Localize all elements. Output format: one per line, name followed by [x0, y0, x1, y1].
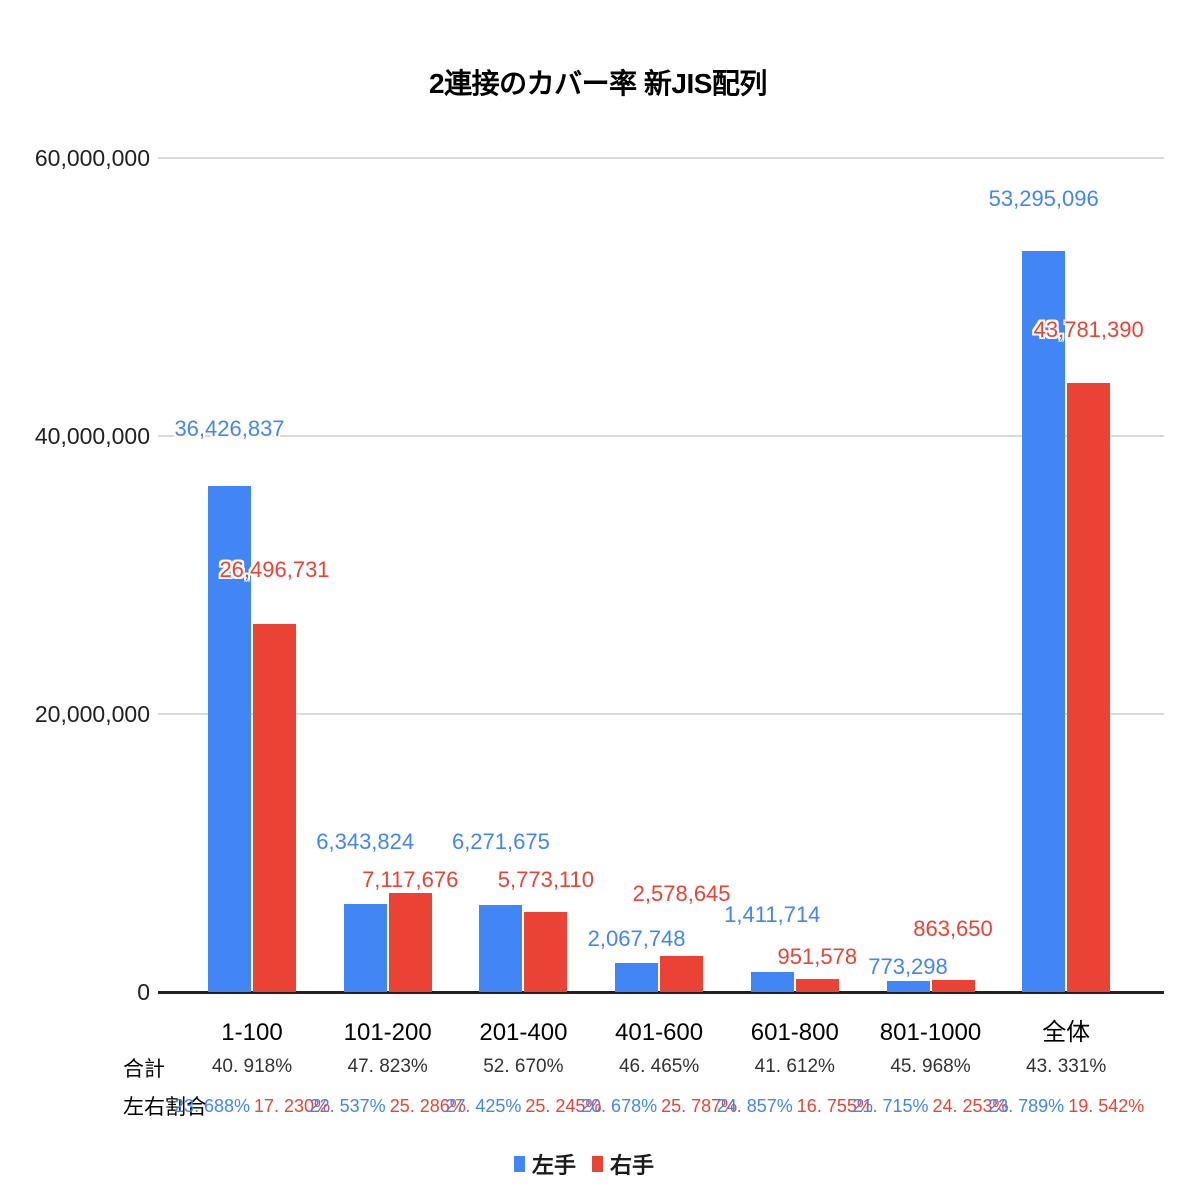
right-hand-value-label: 951,578 [777, 944, 858, 969]
category-label: 101-200 [343, 1019, 432, 1046]
y-axis-tick-label: 60,000,000 [34, 145, 150, 171]
ratio-right-value: 17. 230% [254, 1096, 331, 1116]
ratio-right-value: 19. 542% [1068, 1096, 1145, 1116]
x-axis-line [158, 991, 1164, 994]
ratio-pair: 22. 537% 25. 286% [283, 1095, 493, 1117]
total-percent-value: 52. 670% [483, 1056, 564, 1077]
gridline [158, 157, 1164, 159]
right-hand-bar [931, 980, 975, 992]
ratio-left-value: 27. 425% [445, 1096, 522, 1116]
right-hand-bar [1067, 383, 1111, 992]
y-axis-tick-label: 40,000,000 [34, 423, 150, 449]
left-hand-value-label: 773,298 [868, 954, 948, 979]
left-hand-value-label: 6,271,675 [451, 829, 550, 854]
left-hand-bar [886, 981, 930, 992]
category-label: 1-100 [221, 1019, 283, 1046]
right-hand-bar [660, 956, 704, 992]
ratio-pair: 20. 678% 25. 787% [554, 1095, 764, 1117]
legend: 左手 右手 [0, 1148, 1182, 1180]
right-hand-value-label: 26,496,731 [219, 557, 330, 582]
right-hand-value-label: 7,117,676 [362, 867, 459, 892]
right-hand-bar [524, 912, 568, 992]
left-hand-bar [479, 905, 523, 992]
category-label: 201-400 [479, 1019, 568, 1046]
y-axis-tick-label: 20,000,000 [34, 701, 150, 727]
left-hand-bar [750, 972, 794, 992]
ratio-pair: 23. 688% 17. 230% [147, 1095, 357, 1117]
total-percent-value: 40. 918% [211, 1056, 293, 1077]
right-hand-value-label: 5,773,110 [497, 867, 595, 892]
right-hand-bar [388, 893, 432, 992]
left-hand-value-label: 53,295,096 [988, 186, 1099, 211]
right-hand-value-label: 43,781,390 [1033, 317, 1144, 342]
total-percent-value: 45. 968% [890, 1056, 971, 1077]
ratio-left-value: 20. 678% [581, 1096, 658, 1116]
ratio-left-value: 22. 537% [309, 1096, 386, 1116]
total-percent-value: 46. 465% [618, 1056, 700, 1077]
ratio-left-value: 23. 688% [173, 1096, 250, 1116]
ratio-left-value: 21. 715% [852, 1096, 929, 1116]
ratio-right-value: 25. 286% [389, 1096, 466, 1116]
gridline [158, 435, 1164, 437]
legend-label-right-hand: 右手 [610, 1153, 655, 1178]
legend-item-left-hand: 左手 [513, 1148, 576, 1180]
left-hand-bar [343, 904, 387, 992]
legend-label-left-hand: 左手 [531, 1153, 576, 1178]
total-row-label: 合計 [123, 1058, 165, 1081]
left-hand-value-label: 2,067,748 [587, 926, 686, 951]
category-label: 全体 [1042, 1019, 1091, 1046]
legend-item-right-hand: 右手 [592, 1148, 654, 1180]
right-hand-value-label: 2,578,645 [632, 881, 731, 906]
right-hand-value-label: 863,650 [913, 916, 993, 941]
total-percent-value: 43. 331% [1026, 1056, 1107, 1077]
left-hand-swatch-icon [513, 1156, 525, 1172]
y-axis-tick-label: 0 [137, 979, 150, 1005]
total-percent-value: 41. 612% [754, 1056, 835, 1077]
ratio-pair: 23. 789% 19. 542% [961, 1095, 1171, 1117]
left-hand-value-label: 1,411,714 [724, 902, 821, 927]
ratio-pair: 21. 715% 24. 253% [826, 1095, 1036, 1117]
right-hand-bar [795, 979, 839, 992]
ratio-left-value: 24. 857% [716, 1096, 793, 1116]
total-percent-value: 47. 823% [347, 1056, 428, 1077]
ratio-pair: 27. 425% 25. 245% [418, 1095, 628, 1117]
category-label: 401-600 [615, 1019, 704, 1046]
gridline [158, 713, 1164, 715]
ratio-right-value: 25. 787% [661, 1096, 738, 1116]
ratio-left-value: 23. 789% [988, 1096, 1065, 1116]
ratio-right-value: 16. 755% [796, 1096, 873, 1116]
left-hand-bar [615, 963, 659, 992]
chart-title: 2連接のカバー率 新JIS配列 [429, 68, 767, 99]
ratio-right-value: 24. 253% [932, 1096, 1009, 1116]
left-hand-value-label: 36,426,837 [174, 416, 285, 441]
left-hand-value-label: 6,343,824 [316, 829, 415, 854]
left-hand-bar [1022, 251, 1066, 992]
category-label: 601-800 [750, 1019, 839, 1046]
left-hand-bar [208, 486, 251, 992]
right-hand-swatch-icon [592, 1156, 603, 1172]
ratio-row-label: 左右割合 [123, 1096, 207, 1119]
right-hand-bar [253, 624, 296, 992]
category-label: 801-1000 [879, 1019, 982, 1046]
ratio-right-value: 25. 245% [525, 1096, 602, 1116]
ratio-pair: 24. 857% 16. 755% [690, 1095, 900, 1117]
